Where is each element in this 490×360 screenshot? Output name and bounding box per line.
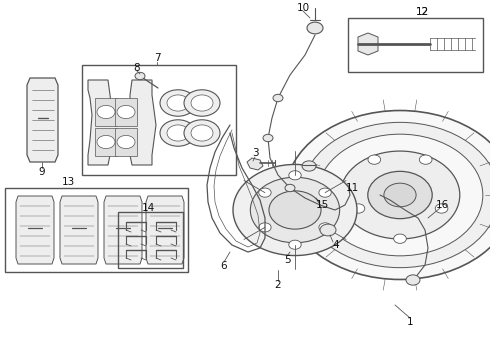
Bar xyxy=(95,98,117,126)
Polygon shape xyxy=(60,196,98,264)
Text: 1: 1 xyxy=(407,317,413,327)
Circle shape xyxy=(184,120,220,146)
Circle shape xyxy=(167,95,189,111)
Circle shape xyxy=(302,161,316,171)
Text: 7: 7 xyxy=(154,53,160,63)
Text: 12: 12 xyxy=(416,7,429,17)
Polygon shape xyxy=(104,196,142,264)
Circle shape xyxy=(285,111,490,279)
Text: 12: 12 xyxy=(416,7,429,17)
Bar xyxy=(118,212,183,268)
Text: 10: 10 xyxy=(296,3,310,13)
Text: 15: 15 xyxy=(316,200,329,210)
Circle shape xyxy=(191,125,213,141)
Polygon shape xyxy=(16,196,54,264)
Circle shape xyxy=(117,105,135,118)
Circle shape xyxy=(117,135,135,149)
Bar xyxy=(115,98,137,126)
Text: 16: 16 xyxy=(436,200,449,210)
Circle shape xyxy=(406,275,420,285)
Circle shape xyxy=(301,122,490,268)
Circle shape xyxy=(285,184,295,192)
Circle shape xyxy=(317,134,483,256)
Circle shape xyxy=(160,90,196,116)
Circle shape xyxy=(435,204,448,213)
Circle shape xyxy=(289,171,301,180)
Circle shape xyxy=(167,125,189,141)
Circle shape xyxy=(135,72,145,80)
Circle shape xyxy=(307,22,323,34)
Bar xyxy=(95,128,117,156)
Circle shape xyxy=(97,105,115,118)
Circle shape xyxy=(368,155,381,164)
Circle shape xyxy=(368,171,432,219)
Circle shape xyxy=(289,240,301,249)
Circle shape xyxy=(319,223,331,232)
Text: 5: 5 xyxy=(284,255,290,265)
Circle shape xyxy=(269,191,321,229)
Text: 2: 2 xyxy=(275,280,281,290)
Circle shape xyxy=(419,155,432,164)
Circle shape xyxy=(384,183,416,207)
Circle shape xyxy=(273,94,283,102)
Polygon shape xyxy=(146,196,184,264)
Circle shape xyxy=(319,188,331,197)
Text: 6: 6 xyxy=(220,261,227,271)
Text: 11: 11 xyxy=(345,183,359,193)
Circle shape xyxy=(191,95,213,111)
Circle shape xyxy=(263,134,273,142)
Bar xyxy=(300,168,318,208)
Polygon shape xyxy=(88,80,156,165)
Text: 13: 13 xyxy=(61,177,74,187)
Circle shape xyxy=(340,151,460,239)
Bar xyxy=(82,65,236,175)
Bar xyxy=(348,18,483,72)
Circle shape xyxy=(184,90,220,116)
Text: 4: 4 xyxy=(333,240,339,250)
Polygon shape xyxy=(247,158,263,170)
Circle shape xyxy=(352,204,365,213)
Circle shape xyxy=(320,224,336,236)
Text: 3: 3 xyxy=(252,148,258,158)
Circle shape xyxy=(160,120,196,146)
Circle shape xyxy=(250,177,340,243)
Polygon shape xyxy=(358,33,378,55)
Circle shape xyxy=(97,135,115,149)
Circle shape xyxy=(259,223,271,232)
Bar xyxy=(5,188,188,272)
Text: 9: 9 xyxy=(39,167,45,177)
Circle shape xyxy=(233,165,357,256)
Text: 8: 8 xyxy=(134,63,140,73)
Bar xyxy=(115,128,137,156)
Circle shape xyxy=(393,234,406,243)
Circle shape xyxy=(259,188,271,197)
Text: 14: 14 xyxy=(142,203,155,213)
Polygon shape xyxy=(27,78,58,162)
